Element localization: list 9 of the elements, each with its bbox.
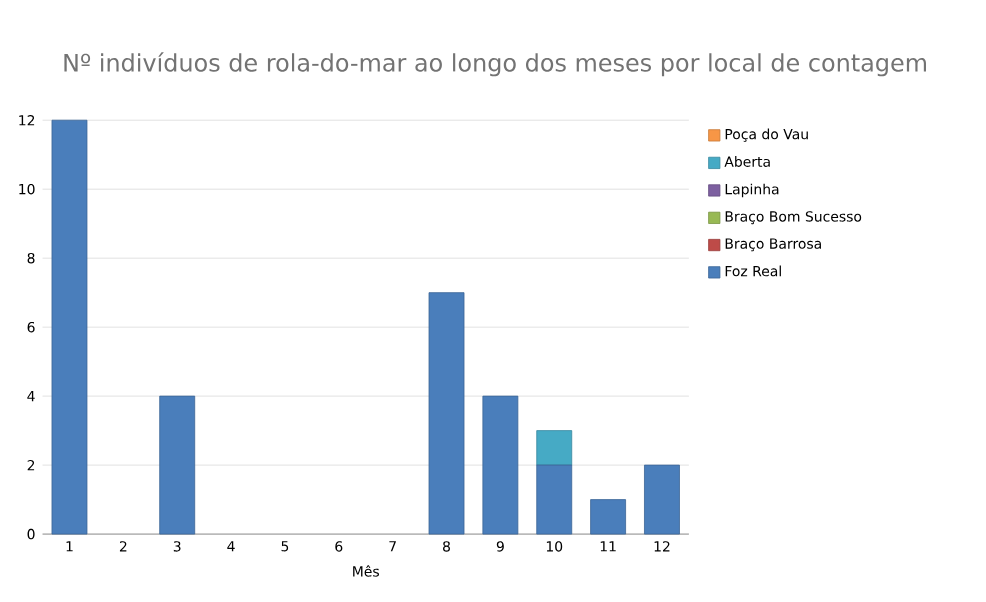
bar xyxy=(428,292,465,535)
bar xyxy=(536,464,573,535)
chart-title: Nº indivíduos de rola-do-mar ao longo dos meses por local de contagem xyxy=(64,52,926,77)
bar xyxy=(482,395,519,535)
bar xyxy=(536,430,573,466)
bar xyxy=(644,464,680,535)
bar xyxy=(159,395,196,535)
bar xyxy=(51,119,88,535)
bar xyxy=(590,499,627,535)
